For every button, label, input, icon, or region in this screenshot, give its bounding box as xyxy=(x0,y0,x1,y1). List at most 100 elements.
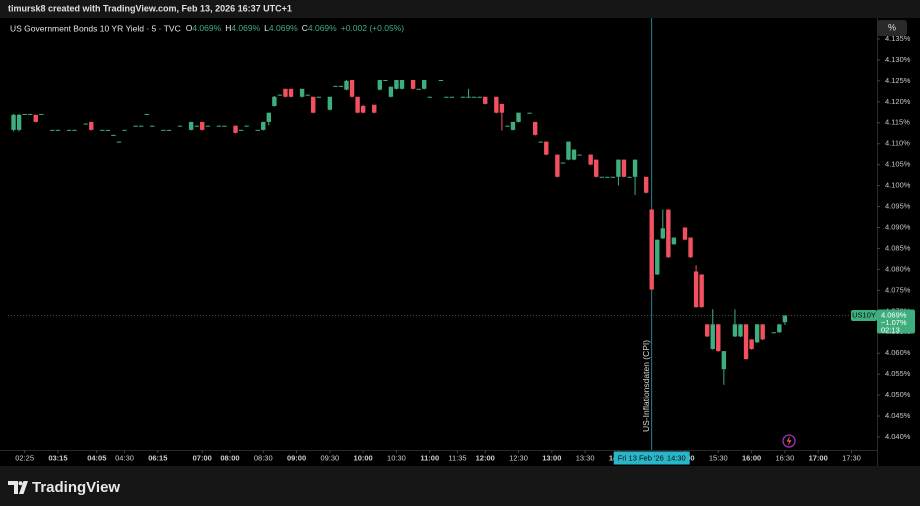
y-tick-label: 4.075% xyxy=(885,285,911,294)
crosshair-time: 14:30 xyxy=(667,453,686,462)
candle-body xyxy=(471,96,477,98)
candle-body xyxy=(55,129,61,131)
candle-body xyxy=(122,129,127,131)
candle-body xyxy=(22,113,27,115)
percent-button[interactable]: % xyxy=(888,22,896,32)
alert-ring xyxy=(782,434,796,448)
candle-body xyxy=(89,121,94,130)
candle-body xyxy=(138,125,144,127)
candle-body xyxy=(327,96,333,110)
candle-body xyxy=(360,105,366,113)
legend-key: H xyxy=(225,23,231,33)
x-tick-label: 08:30 xyxy=(254,453,273,462)
candle-body xyxy=(449,96,455,98)
candle-body xyxy=(16,114,22,130)
candle-body xyxy=(144,113,149,115)
candle-body xyxy=(610,176,616,178)
y-tick-label: 4.085% xyxy=(885,243,911,252)
candle-body xyxy=(266,112,272,122)
legend-change: +0.002 (+0.05%) xyxy=(341,23,404,33)
chart-bg xyxy=(0,18,920,466)
candle-body xyxy=(244,125,249,127)
x-tick-label: 17:00 xyxy=(809,453,828,462)
legend-values: O4.069% H4.069% L4.069% C4.069% +0.002 (+0.0… xyxy=(186,23,405,33)
y-tick-label: 4.120% xyxy=(885,97,911,106)
candle-body xyxy=(11,114,16,130)
candle-body xyxy=(510,121,516,130)
x-tick-label: 10:30 xyxy=(387,453,406,462)
candle-body xyxy=(394,80,399,89)
candle-body xyxy=(66,129,72,131)
candle-body xyxy=(177,125,183,127)
candle-body xyxy=(261,121,266,130)
alert-icon[interactable] xyxy=(782,434,796,448)
candle-body xyxy=(483,96,488,104)
candle-body xyxy=(516,112,521,122)
candle-body xyxy=(505,125,510,127)
candle-body xyxy=(338,85,344,87)
candle-body xyxy=(627,176,632,178)
candle-body xyxy=(355,96,360,113)
candle-body xyxy=(111,134,116,136)
y-tick-label: 4.130% xyxy=(885,55,911,64)
y-tick-label: 4.100% xyxy=(885,181,911,190)
candle-body xyxy=(288,88,294,97)
candle-body xyxy=(200,121,205,130)
x-tick-label: 09:30 xyxy=(320,453,339,462)
symbol-label: US10Y xyxy=(852,310,876,319)
candle-body xyxy=(760,324,765,340)
candle-body xyxy=(410,80,416,89)
candle-body xyxy=(771,332,776,334)
candle-body xyxy=(693,271,699,308)
candle-body xyxy=(616,159,621,177)
candle-body xyxy=(782,315,788,323)
candle-body xyxy=(349,80,355,97)
candle-body xyxy=(444,96,449,98)
plot: 4.040%4.045%4.050%4.055%4.060%4.065%4.07… xyxy=(8,18,911,462)
candle-body xyxy=(660,228,666,239)
candle-body xyxy=(39,113,44,115)
y-tick-label: 4.040% xyxy=(885,432,911,441)
legend-key: O xyxy=(186,23,193,33)
candle-body xyxy=(754,324,760,343)
percent-button-bg[interactable] xyxy=(877,20,907,36)
candle-body xyxy=(27,113,33,115)
candle-body xyxy=(588,154,593,165)
candle-body xyxy=(477,96,482,98)
candle-body xyxy=(299,88,305,97)
y-tick-label: 4.090% xyxy=(885,222,911,231)
candle-body xyxy=(643,176,649,193)
legend-value: 4.069% xyxy=(308,23,337,33)
candle-body xyxy=(566,141,571,160)
candle-body xyxy=(721,351,727,370)
candle-body xyxy=(621,159,627,177)
logo-mark xyxy=(8,481,28,494)
y-tick-label: 4.135% xyxy=(885,34,911,43)
candle-body xyxy=(416,88,421,90)
candle-body xyxy=(571,149,577,160)
x-tick-label: 13:00 xyxy=(542,453,561,462)
x-tick-label: 04:30 xyxy=(115,453,134,462)
footer-logo: TradingView xyxy=(8,479,120,496)
candle-body xyxy=(344,80,349,90)
x-tick-label: 17:30 xyxy=(842,453,861,462)
candle-body xyxy=(649,209,654,290)
candle-body xyxy=(316,96,321,98)
x-tick-label: 13:30 xyxy=(576,453,595,462)
y-tick-label: 4.125% xyxy=(885,76,911,85)
candle-body xyxy=(166,129,172,131)
candle-body xyxy=(272,96,277,106)
x-tick-label: 08:00 xyxy=(220,453,239,462)
x-tick-label: 06:15 xyxy=(148,453,167,462)
candle-body xyxy=(538,141,543,143)
price-label: 4.069% xyxy=(881,310,907,319)
candle-body xyxy=(688,237,693,258)
candle-body xyxy=(777,324,782,333)
candle-body xyxy=(716,324,721,352)
candle-body xyxy=(83,123,88,125)
candle-body xyxy=(594,159,599,177)
candle-body xyxy=(255,129,260,131)
candle-body xyxy=(438,80,444,82)
overlay: US10Y 4.069%−1.07%02:13 Fri 13 Feb '26 14:3… xyxy=(613,309,915,465)
